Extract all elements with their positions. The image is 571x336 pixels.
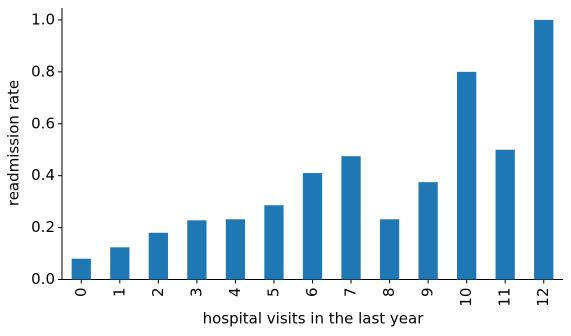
y-tick-label: 0.2	[31, 218, 55, 236]
bar	[187, 220, 207, 280]
x-tick-label: 0	[72, 288, 90, 298]
bar	[264, 205, 284, 280]
bar	[302, 173, 323, 280]
y-tick-label: 0.6	[31, 114, 55, 132]
y-axis-label: readmission rate	[5, 80, 23, 206]
bar	[534, 19, 554, 280]
bar	[110, 247, 130, 280]
bar	[495, 149, 515, 280]
x-tick-label: 7	[342, 288, 360, 298]
bar	[148, 232, 168, 280]
x-tick-label: 4	[226, 288, 244, 298]
bar	[341, 156, 361, 280]
y-tick-label: 0.8	[31, 62, 55, 80]
x-tick-label: 11	[496, 288, 514, 307]
x-tick-label: 1	[110, 288, 128, 298]
x-tick-label: 9	[419, 288, 437, 298]
bar	[71, 258, 91, 280]
x-tick-label: 6	[303, 288, 321, 298]
bar	[418, 182, 438, 280]
x-tick-label: 3	[187, 288, 205, 298]
bar	[457, 71, 477, 280]
bar	[225, 219, 246, 280]
x-axis-label: hospital visits in the last year	[203, 310, 425, 328]
x-tick-label: 10	[457, 288, 475, 307]
y-tick-label: 0.4	[31, 166, 55, 184]
bar	[379, 219, 400, 280]
y-tick-label: 1.0	[31, 10, 55, 28]
y-tick-label: 0.0	[31, 270, 55, 288]
x-tick-label: 2	[149, 288, 167, 298]
x-tick-label: 5	[264, 288, 282, 298]
x-tick-label: 12	[534, 288, 552, 307]
x-tick-label: 8	[380, 288, 398, 298]
